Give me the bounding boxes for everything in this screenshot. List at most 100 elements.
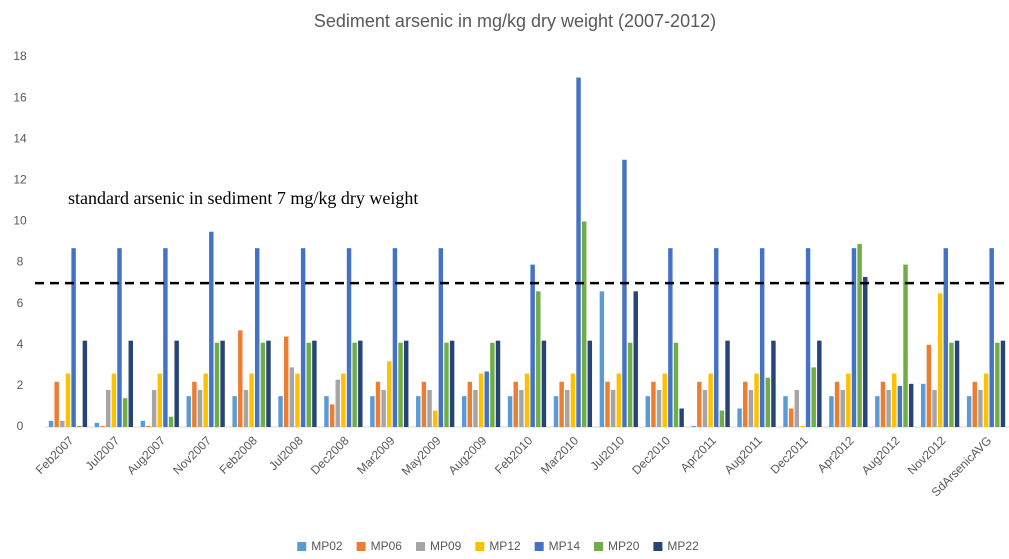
- x-tick-label: Nov2007: [170, 433, 214, 477]
- bar: [719, 410, 725, 427]
- bar: [771, 340, 776, 427]
- x-tick-label: Feb2010: [492, 433, 536, 477]
- bar: [949, 342, 954, 427]
- bar: [937, 293, 943, 427]
- x-tick-label: Mar2009: [354, 433, 398, 477]
- x-tick-label: May2009: [399, 433, 444, 478]
- bar: [570, 373, 576, 427]
- bar: [783, 396, 788, 427]
- bar: [186, 396, 191, 427]
- bar: [254, 248, 260, 427]
- bar: [473, 390, 478, 427]
- bar: [427, 390, 432, 427]
- bar: [283, 336, 289, 427]
- bar: [249, 373, 254, 427]
- bar: [892, 373, 897, 427]
- bar: [599, 291, 605, 427]
- bar: [387, 361, 392, 427]
- bar: [651, 381, 656, 427]
- bar: [851, 248, 857, 427]
- x-tick-label: Aug2011: [722, 433, 765, 476]
- bar: [151, 390, 157, 427]
- bar: [622, 159, 627, 427]
- bar: [829, 396, 834, 427]
- bar: [513, 381, 518, 427]
- bar: [197, 390, 203, 427]
- bar: [157, 373, 162, 427]
- bar: [875, 396, 880, 427]
- bar: [978, 390, 983, 427]
- legend-swatch: [475, 542, 485, 551]
- y-tick-label: 10: [13, 214, 27, 228]
- bar: [788, 408, 794, 427]
- legend-label: MP14: [549, 539, 581, 553]
- bar: [972, 381, 977, 427]
- bar: [146, 425, 151, 427]
- y-tick-label: 12: [13, 173, 27, 187]
- bar: [352, 342, 357, 427]
- bar: [673, 342, 679, 427]
- bar: [324, 396, 329, 427]
- bar: [610, 390, 616, 427]
- bar: [932, 390, 937, 427]
- bar: [943, 248, 949, 427]
- x-tick-label: Jul2010: [588, 433, 628, 473]
- bar: [312, 340, 317, 427]
- bar: [805, 248, 811, 427]
- x-tick-label: Jul2008: [266, 433, 306, 473]
- bar: [495, 340, 501, 427]
- bar: [989, 248, 994, 427]
- bar: [295, 373, 300, 427]
- bar: [461, 396, 467, 427]
- x-tick-label: Aug2009: [446, 433, 490, 477]
- bar: [214, 342, 220, 427]
- bar: [507, 396, 513, 427]
- legend-swatch: [415, 542, 425, 551]
- bar: [754, 373, 759, 427]
- reference-label: standard arsenic in sediment 7 mg/kg dry…: [68, 188, 418, 208]
- bar: [765, 377, 771, 427]
- bar: [714, 248, 719, 427]
- legend-label: MP09: [430, 539, 462, 553]
- bar: [581, 221, 587, 427]
- bar: [128, 340, 133, 427]
- x-tick-label: Feb2008: [217, 433, 261, 477]
- bar: [432, 410, 438, 427]
- bar: [880, 381, 886, 427]
- bar: [633, 291, 638, 427]
- bar: [392, 248, 398, 427]
- bar: [794, 390, 800, 427]
- bar: [926, 344, 932, 427]
- bar: [954, 340, 960, 427]
- bar: [800, 425, 805, 427]
- x-tick-label: Mar2010: [538, 433, 582, 477]
- bar: [668, 248, 673, 427]
- x-tick-label: Apr2012: [815, 433, 857, 475]
- bar: [605, 381, 610, 427]
- bar: [94, 422, 100, 427]
- bar: [346, 248, 352, 427]
- bar: [117, 248, 122, 427]
- bar: [438, 248, 444, 427]
- y-tick-label: 18: [13, 49, 27, 63]
- legend-label: MP22: [667, 539, 699, 553]
- x-tick-label: Dec2010: [629, 433, 673, 477]
- bar: [111, 373, 117, 427]
- y-tick-label: 2: [17, 378, 24, 392]
- bar: [748, 390, 754, 427]
- bar: [168, 416, 174, 427]
- bar: [140, 420, 146, 427]
- bar: [48, 420, 54, 427]
- bar: [381, 390, 386, 427]
- bar: [697, 381, 702, 427]
- bar: [278, 396, 283, 427]
- bar: [679, 408, 684, 427]
- bar: [702, 390, 708, 427]
- bar: [416, 396, 421, 427]
- bar: [921, 383, 926, 427]
- bar: [759, 248, 765, 427]
- bar: [192, 381, 197, 427]
- legend-swatch: [534, 542, 544, 551]
- bar: [857, 244, 862, 427]
